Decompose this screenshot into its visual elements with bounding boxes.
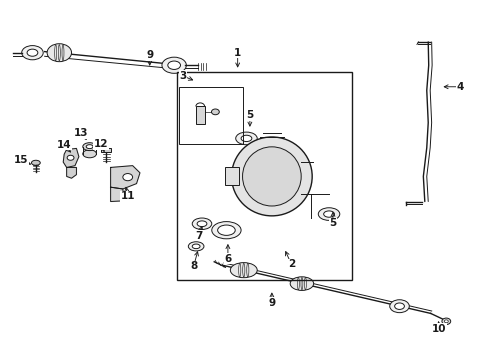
Text: 5: 5 <box>246 111 253 121</box>
Ellipse shape <box>218 225 235 235</box>
Bar <box>176 72 352 280</box>
Ellipse shape <box>243 147 301 206</box>
Ellipse shape <box>192 218 212 229</box>
Text: 2: 2 <box>288 259 295 269</box>
Text: 9: 9 <box>269 298 275 308</box>
Ellipse shape <box>22 46 43 60</box>
Text: 3: 3 <box>179 71 187 81</box>
Ellipse shape <box>230 263 257 278</box>
Bar <box>196 107 205 125</box>
Text: 5: 5 <box>329 218 337 228</box>
Ellipse shape <box>318 208 340 220</box>
Circle shape <box>442 318 451 324</box>
Ellipse shape <box>232 137 312 216</box>
Bar <box>179 87 243 144</box>
Circle shape <box>444 320 448 323</box>
Text: 15: 15 <box>14 155 28 165</box>
Ellipse shape <box>197 221 207 226</box>
Circle shape <box>67 155 74 160</box>
Ellipse shape <box>394 303 404 310</box>
Text: 4: 4 <box>456 82 464 92</box>
Text: 1: 1 <box>234 48 241 58</box>
Polygon shape <box>67 167 76 178</box>
Text: 6: 6 <box>224 254 231 264</box>
Ellipse shape <box>188 242 204 251</box>
Text: 10: 10 <box>432 324 447 334</box>
Ellipse shape <box>324 211 334 217</box>
Text: 8: 8 <box>190 261 197 271</box>
Polygon shape <box>63 148 79 167</box>
Bar <box>101 148 111 152</box>
Ellipse shape <box>212 222 241 239</box>
Ellipse shape <box>86 145 93 149</box>
Text: 11: 11 <box>121 191 135 201</box>
Polygon shape <box>111 187 124 202</box>
Circle shape <box>212 109 220 115</box>
Ellipse shape <box>83 143 97 150</box>
Ellipse shape <box>31 160 40 165</box>
Ellipse shape <box>290 277 314 291</box>
Ellipse shape <box>236 132 257 145</box>
Ellipse shape <box>390 300 409 312</box>
Text: 13: 13 <box>74 129 89 138</box>
Ellipse shape <box>83 150 97 158</box>
Ellipse shape <box>241 135 252 141</box>
Text: 7: 7 <box>195 231 202 240</box>
Text: 14: 14 <box>57 140 72 150</box>
Circle shape <box>123 174 133 181</box>
Text: 9: 9 <box>146 50 153 60</box>
Text: 12: 12 <box>94 139 108 149</box>
Polygon shape <box>111 166 140 189</box>
Ellipse shape <box>27 49 38 56</box>
Ellipse shape <box>47 44 72 62</box>
Ellipse shape <box>192 244 200 249</box>
Ellipse shape <box>162 57 186 73</box>
Bar <box>225 167 239 185</box>
Ellipse shape <box>168 61 180 69</box>
